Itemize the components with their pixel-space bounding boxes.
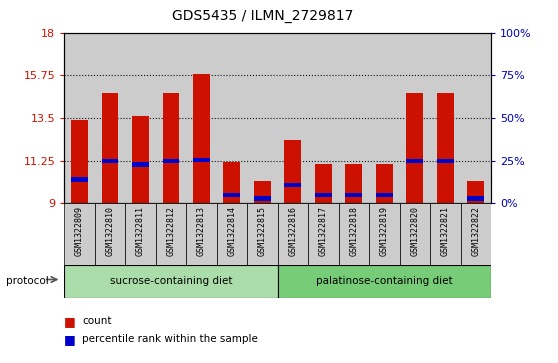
Bar — [400, 203, 430, 265]
Bar — [278, 33, 308, 203]
Bar — [369, 33, 400, 203]
Bar — [277, 265, 491, 298]
Bar — [247, 33, 277, 203]
Text: GSM1322812: GSM1322812 — [166, 206, 175, 256]
Bar — [71, 178, 88, 182]
Bar — [247, 203, 277, 265]
Bar — [460, 203, 491, 265]
Bar — [376, 164, 393, 203]
Bar — [406, 93, 423, 203]
Bar — [186, 203, 217, 265]
Bar — [156, 203, 186, 265]
Text: GSM1322809: GSM1322809 — [75, 206, 84, 256]
Bar — [406, 159, 423, 163]
Bar — [132, 116, 149, 203]
Bar — [193, 74, 210, 203]
Bar — [278, 203, 308, 265]
Bar — [315, 164, 331, 203]
Bar — [224, 193, 240, 197]
Text: GSM1322813: GSM1322813 — [197, 206, 206, 256]
Bar — [224, 162, 240, 203]
Text: GSM1322819: GSM1322819 — [380, 206, 389, 256]
Text: GDS5435 / ILMN_2729817: GDS5435 / ILMN_2729817 — [171, 9, 353, 23]
Bar — [95, 33, 125, 203]
Bar — [162, 159, 179, 163]
Bar — [132, 162, 149, 167]
Bar — [430, 33, 460, 203]
Text: GSM1322820: GSM1322820 — [410, 206, 419, 256]
Text: GSM1322814: GSM1322814 — [227, 206, 237, 256]
Bar — [217, 203, 247, 265]
Bar — [64, 265, 277, 298]
Text: GSM1322816: GSM1322816 — [288, 206, 297, 256]
Bar — [193, 158, 210, 162]
Bar — [369, 203, 400, 265]
Text: sucrose-containing diet: sucrose-containing diet — [109, 276, 232, 286]
Bar — [285, 183, 301, 187]
Bar — [400, 33, 430, 203]
Bar — [345, 164, 362, 203]
Bar — [376, 193, 393, 197]
Bar — [64, 33, 95, 203]
Bar — [102, 159, 118, 163]
Text: GSM1322818: GSM1322818 — [349, 206, 358, 256]
Bar — [64, 203, 95, 265]
Text: palatinose-containing diet: palatinose-containing diet — [316, 276, 453, 286]
Bar — [285, 140, 301, 203]
Bar — [437, 159, 454, 163]
Text: GSM1322811: GSM1322811 — [136, 206, 145, 256]
Bar — [125, 33, 156, 203]
Bar — [315, 193, 331, 197]
Bar — [339, 203, 369, 265]
Bar — [468, 182, 484, 203]
Text: ■: ■ — [64, 333, 76, 346]
Bar — [308, 203, 339, 265]
Bar — [125, 203, 156, 265]
Bar — [95, 203, 125, 265]
Bar — [430, 203, 460, 265]
Text: GSM1322810: GSM1322810 — [105, 206, 114, 256]
Bar — [345, 193, 362, 197]
Text: count: count — [82, 316, 112, 326]
Bar — [460, 33, 491, 203]
Bar — [437, 93, 454, 203]
Text: ■: ■ — [64, 315, 76, 328]
Bar — [468, 196, 484, 201]
Text: protocol: protocol — [6, 276, 49, 286]
Bar — [308, 33, 339, 203]
Bar — [162, 93, 179, 203]
Bar — [186, 33, 217, 203]
Bar — [339, 33, 369, 203]
Text: GSM1322821: GSM1322821 — [441, 206, 450, 256]
Text: GSM1322817: GSM1322817 — [319, 206, 328, 256]
Bar — [217, 33, 247, 203]
Bar — [156, 33, 186, 203]
Bar — [254, 196, 271, 201]
Text: GSM1322815: GSM1322815 — [258, 206, 267, 256]
Bar — [254, 182, 271, 203]
Bar — [71, 120, 88, 203]
Bar — [102, 93, 118, 203]
Text: percentile rank within the sample: percentile rank within the sample — [82, 334, 258, 344]
Text: GSM1322822: GSM1322822 — [472, 206, 480, 256]
